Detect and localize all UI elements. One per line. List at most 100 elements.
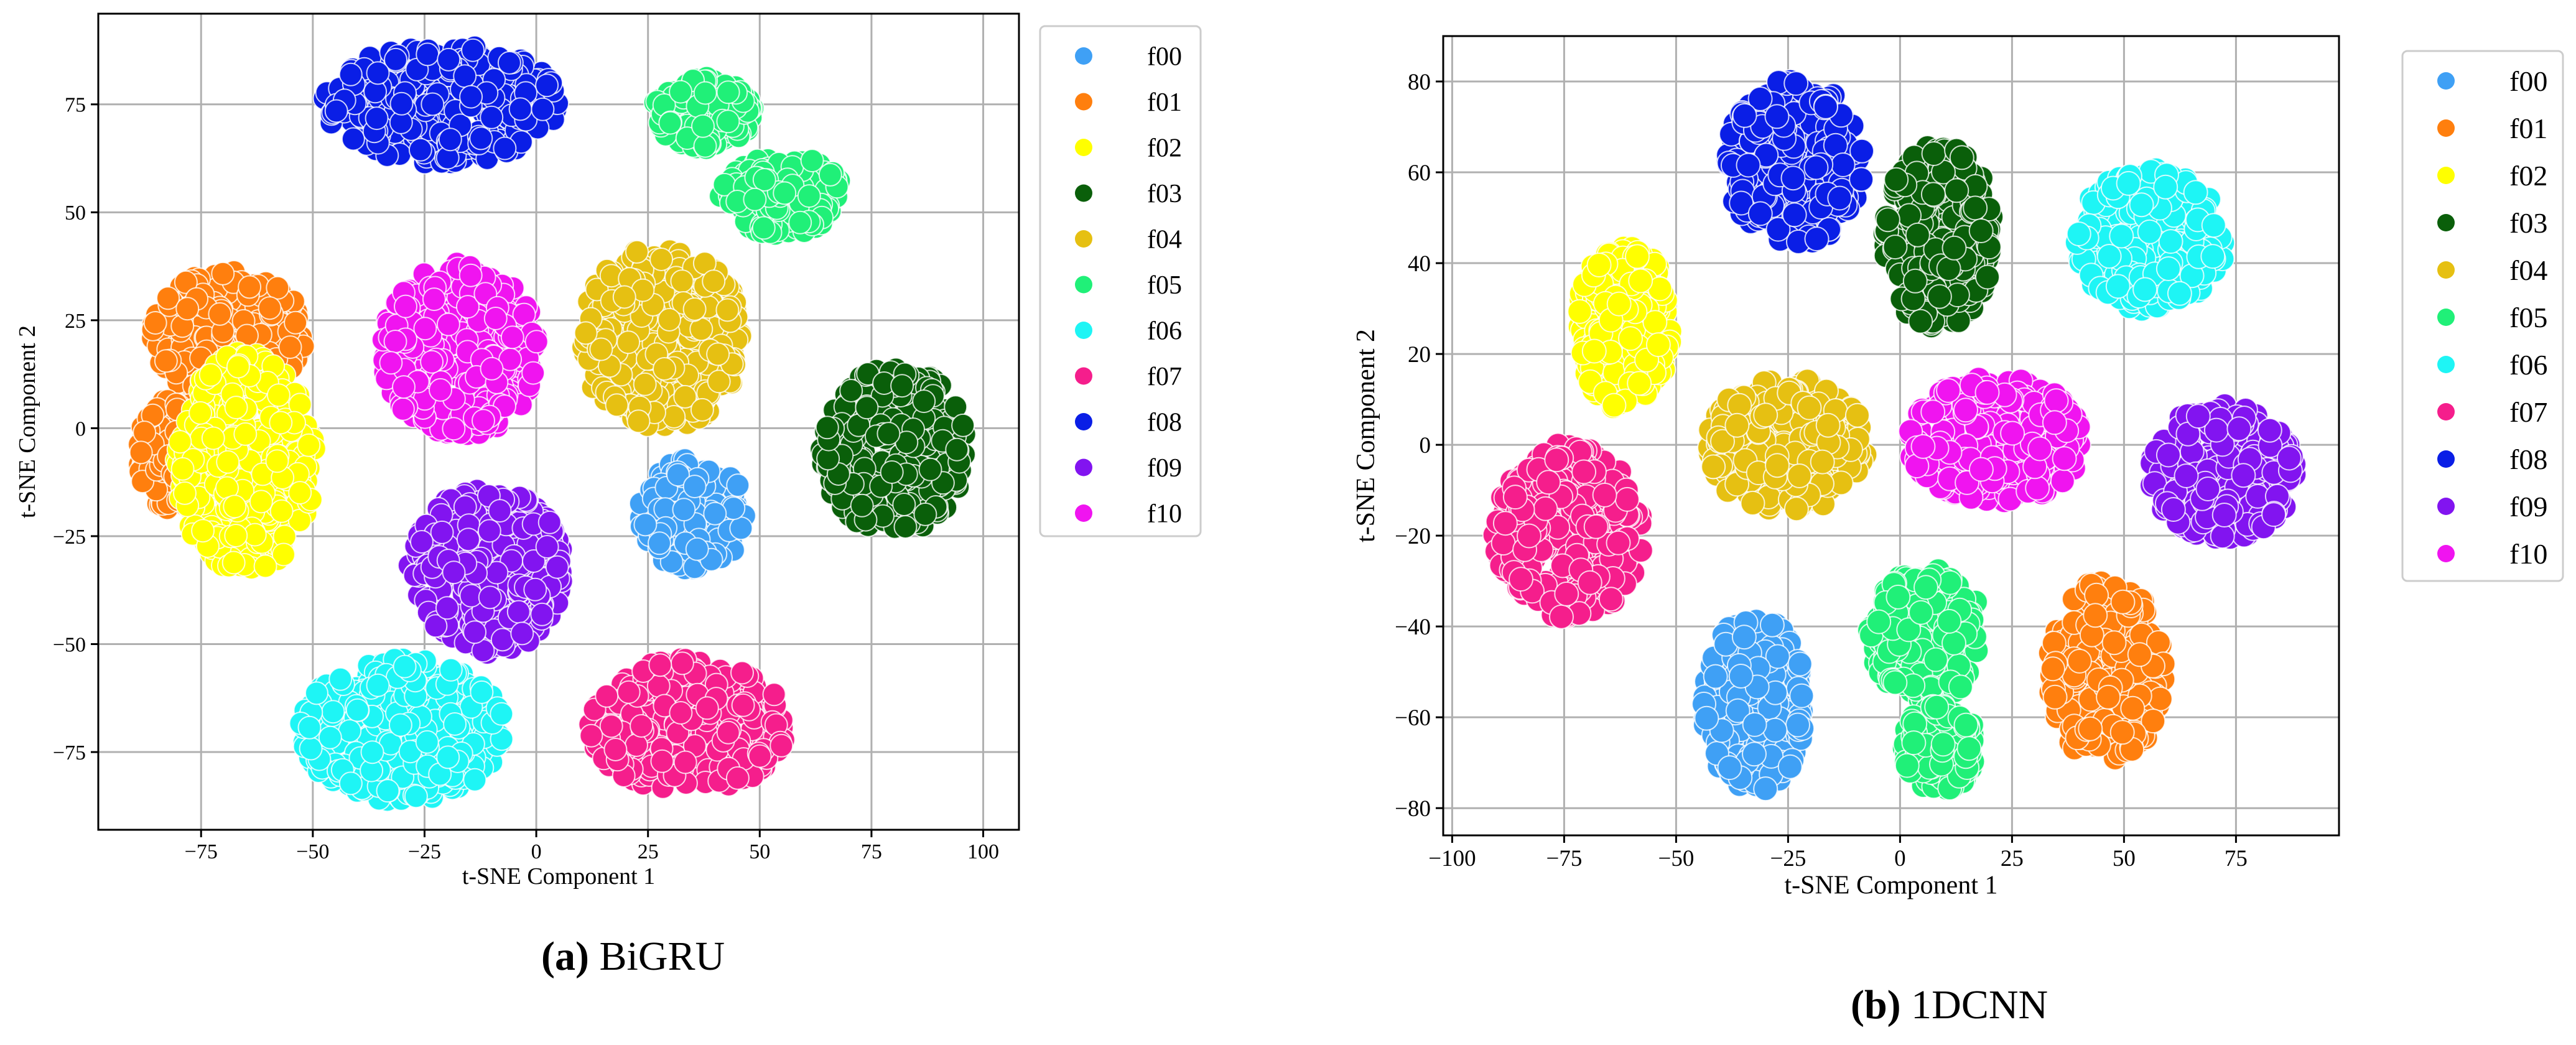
scatter-point (725, 766, 750, 790)
scatter-point (797, 184, 821, 208)
scatter-point (2067, 648, 2092, 674)
scatter-point (1949, 145, 1974, 170)
series-f02 (164, 341, 327, 580)
scatter-point (1627, 371, 1652, 396)
scatter-point (1944, 178, 1969, 203)
legend-label-f10: f10 (1147, 499, 1182, 528)
legend-marker-f06 (1075, 322, 1092, 339)
scatter-point (1717, 755, 1742, 781)
scatter-point (670, 651, 694, 676)
y-axis-label: t-SNE Component 2 (14, 325, 40, 518)
scatter-point (188, 401, 213, 425)
scatter-point (480, 356, 504, 381)
y-tick-label: −50 (53, 633, 86, 656)
scatter-point (383, 330, 407, 353)
scatter-point (2110, 589, 2136, 615)
scatter-point (321, 700, 345, 724)
scatter-point (1759, 612, 1785, 638)
scatter-point (773, 181, 797, 205)
scatter-point (850, 493, 874, 518)
scatter-point (1921, 141, 1946, 166)
scatter-point (893, 515, 918, 539)
scatter-point (605, 393, 629, 417)
x-tick-label: −75 (185, 840, 218, 863)
scatter-point (880, 460, 904, 484)
legend-marker-f01 (1075, 93, 1092, 111)
scatter-point (133, 420, 157, 445)
scatter-point (506, 600, 531, 624)
scatter-point (589, 337, 613, 361)
scatter-point (1936, 256, 1961, 281)
scatter-point (876, 422, 901, 446)
scatter-point (748, 744, 772, 768)
scatter-point (216, 450, 240, 474)
scatter-point (1703, 664, 1728, 689)
scatter-point (703, 501, 727, 526)
x-tick-label: 100 (967, 840, 999, 863)
scatter-point (685, 537, 709, 561)
plot-b: −100 −75 −50 −25 0 25 50 75−80−60−40−2002040608… (1352, 35, 2564, 899)
scatter-point (662, 405, 686, 429)
legend-label-f03: f03 (1147, 180, 1182, 208)
scatter-point (658, 111, 682, 135)
scatter-point (1567, 299, 1593, 324)
scatter-point (191, 519, 215, 543)
scatter-point (1742, 741, 1767, 767)
scatter-point (393, 654, 417, 679)
scatter-point (439, 657, 463, 682)
scatter-point (693, 81, 717, 105)
scatter-point (630, 714, 654, 738)
scatter-point (693, 134, 717, 158)
scatter-point (603, 738, 628, 761)
scatter-point (913, 502, 937, 526)
scatter-point (458, 263, 483, 287)
scatter-point (253, 554, 277, 578)
scatter-point (435, 596, 459, 620)
scatter-point (599, 714, 623, 738)
scatter-point (1645, 332, 1671, 358)
scatter-point (2078, 716, 2103, 741)
scatter-point (892, 493, 916, 516)
scatter-point (410, 530, 434, 554)
scatter-point (716, 720, 740, 745)
scatter-point (490, 628, 514, 652)
scatter-point (531, 97, 555, 121)
scatter-point (1728, 664, 1754, 689)
scatter-point (469, 126, 493, 151)
scatter-point (729, 516, 753, 541)
scatter-point (535, 73, 559, 98)
legend-label-f04: f04 (1147, 225, 1182, 254)
scatter-point (788, 210, 812, 235)
scatter-point (1625, 244, 1650, 269)
legend-marker-f07 (1075, 367, 1092, 385)
scatter-point (198, 363, 223, 387)
scatter-point (537, 510, 562, 534)
legend-label-f08: f08 (1147, 408, 1182, 437)
scatter-point (625, 239, 649, 264)
scatter-point (524, 330, 549, 354)
scatter-point (1618, 326, 1643, 351)
scatter-point (1789, 683, 1815, 708)
scatter-point (702, 269, 726, 294)
scatter-point (226, 355, 250, 379)
scatter-point (238, 275, 262, 299)
scatter-point (521, 361, 546, 385)
scatter-point (633, 372, 657, 396)
scatter-point (173, 481, 197, 505)
scatter-point (1941, 235, 1967, 261)
plot-a: −75 −50 −25 0 25 50 75 100−75−50−250255075t-SNE… (14, 12, 1202, 889)
scatter-point (379, 351, 403, 375)
x-tick-label: −25 (408, 840, 441, 863)
scatter-point (752, 168, 776, 192)
scatter-point (404, 784, 428, 809)
series-f02 (1567, 235, 1683, 419)
scatter-point (690, 397, 714, 422)
scatter-point (672, 498, 696, 522)
scatter-point (707, 369, 731, 394)
scatter-point (168, 430, 192, 454)
scatter-point (508, 97, 532, 121)
scatter-point (918, 457, 942, 481)
scatter-point (224, 396, 248, 420)
scatter-point (1762, 717, 1788, 743)
